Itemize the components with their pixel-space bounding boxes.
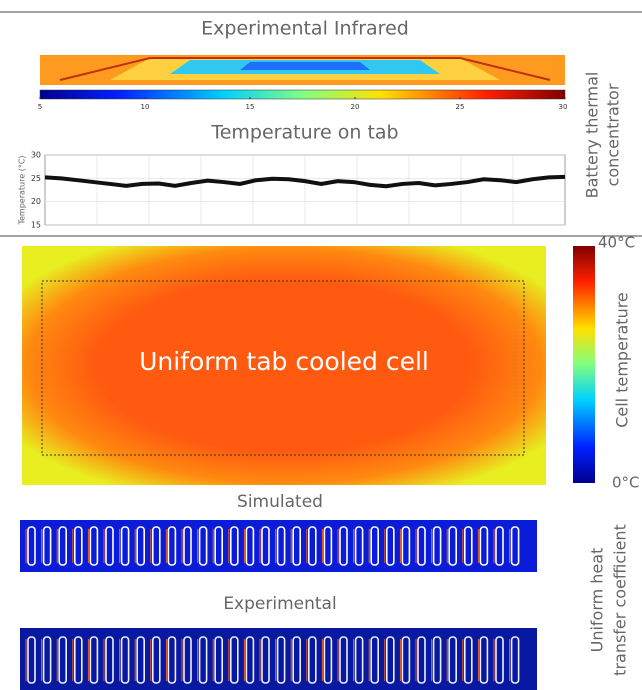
fin — [42, 526, 52, 566]
fin — [245, 636, 255, 684]
y-tick-label: 25 — [31, 174, 41, 183]
fin — [27, 636, 36, 684]
experimental-title: Experimental — [223, 594, 336, 614]
fin — [230, 526, 239, 566]
fin — [214, 526, 223, 566]
side-label: Uniform heat — [588, 548, 607, 653]
fin — [495, 526, 504, 566]
fin — [370, 636, 380, 684]
fin — [27, 526, 36, 566]
fin — [495, 636, 504, 684]
colorbar-tick-label: 30 — [559, 103, 568, 111]
fin — [276, 636, 286, 684]
infrared-image — [40, 55, 565, 85]
fin — [276, 526, 286, 566]
colorbar-title: Cell temperature — [613, 292, 632, 428]
fin — [323, 636, 333, 684]
fin — [385, 636, 395, 684]
side-label: concentrator — [604, 83, 623, 186]
fin — [292, 636, 302, 684]
fin — [230, 636, 239, 684]
fin — [463, 636, 473, 684]
colorbar-tick-label: 10 — [141, 103, 150, 111]
colorbar-max: 40°C — [598, 234, 635, 252]
fin — [432, 636, 442, 684]
simulated-title: Simulated — [237, 492, 323, 512]
colorbar-min: 0°C — [612, 474, 640, 492]
tab-plot-title: Temperature on tab — [210, 122, 398, 144]
fin — [401, 636, 411, 684]
fin — [448, 526, 458, 566]
colorbar-tick-label: 20 — [351, 103, 360, 111]
fin — [42, 636, 52, 684]
temperature-line — [44, 174, 566, 189]
fin — [354, 636, 364, 684]
cell-image — [22, 246, 546, 485]
fin — [385, 526, 395, 566]
fin — [307, 526, 317, 566]
fin — [448, 636, 458, 684]
infrared-title: Experimental Infrared — [201, 18, 409, 40]
fin — [417, 636, 426, 684]
side-label: Battery thermal — [583, 72, 602, 199]
fin — [292, 526, 302, 566]
fin — [479, 636, 489, 684]
fin — [510, 636, 520, 684]
fin — [401, 526, 411, 566]
fin — [354, 526, 364, 566]
fin — [152, 636, 161, 684]
fin — [167, 636, 177, 684]
fin — [432, 526, 442, 566]
fin — [58, 526, 68, 566]
colorbar-tick-label: 15 — [246, 103, 255, 111]
fin — [323, 526, 333, 566]
fin — [339, 526, 348, 566]
fin — [370, 526, 380, 566]
fin — [198, 526, 208, 566]
fin — [261, 636, 270, 684]
fin — [339, 636, 348, 684]
fin — [510, 526, 520, 566]
fin — [136, 636, 145, 684]
fin — [183, 526, 192, 566]
side-label: transfer coefficient — [611, 524, 630, 676]
y-axis-label: Temperature (°C) — [18, 155, 27, 225]
fin — [74, 526, 83, 566]
fin — [120, 526, 130, 566]
fin — [245, 526, 255, 566]
fin — [105, 526, 114, 566]
fin — [417, 526, 426, 566]
fin — [183, 636, 192, 684]
cell-label: Uniform tab cooled cell — [139, 347, 429, 376]
y-tick-label: 30 — [31, 151, 41, 160]
fin — [136, 526, 145, 566]
fin — [214, 636, 223, 684]
fin — [58, 636, 68, 684]
colorbar — [39, 89, 566, 100]
fin — [105, 636, 114, 684]
fin — [198, 636, 208, 684]
fin — [74, 636, 83, 684]
fin — [261, 526, 270, 566]
fin — [152, 526, 161, 566]
colorbar — [573, 246, 595, 483]
fin — [307, 636, 317, 684]
fin — [479, 526, 489, 566]
fin — [120, 636, 130, 684]
colorbar-tick-label: 5 — [38, 103, 42, 111]
colorbar-tick-label: 25 — [456, 103, 465, 111]
y-tick-label: 15 — [31, 221, 41, 230]
fin — [89, 636, 99, 684]
fin — [89, 526, 99, 566]
fin — [463, 526, 473, 566]
y-tick-label: 20 — [31, 197, 41, 206]
fin — [167, 526, 177, 566]
